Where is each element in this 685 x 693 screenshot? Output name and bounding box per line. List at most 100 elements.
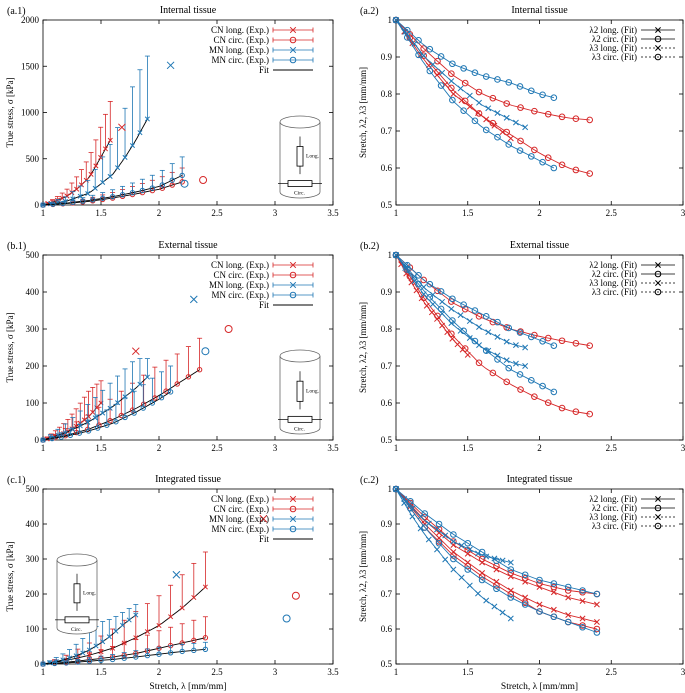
y-tick-label: 400 [26,519,40,529]
marker-x [448,305,455,312]
x-tick-label: 1 [41,208,46,218]
marker-o [507,590,515,598]
fit-line [42,369,200,441]
x-tick-label: 2 [537,208,542,218]
legend-label: λ2 circ. (Fit) [592,269,637,279]
panel-label: (b.1) [7,241,26,252]
fit-line [395,254,526,367]
marker-x [434,546,440,553]
marker-x [70,426,76,432]
marker-x [485,105,492,112]
marker-o [180,179,189,188]
marker-o [550,613,558,621]
fit-line [395,19,555,99]
fit-line [395,488,598,633]
marker-o [531,146,538,154]
marker-x [144,374,150,380]
marker-x [69,190,75,196]
marker-o [531,107,538,115]
marker-o [516,147,524,154]
marker-o [156,651,162,657]
marker-o [494,356,501,363]
marker-o [421,524,429,531]
marker-o [494,318,501,326]
marker-o [460,301,467,308]
marker-x [92,185,98,191]
marker-o [461,305,469,313]
marker-o [435,520,443,528]
marker-o [489,369,497,377]
marker-x [457,85,464,92]
marker-o [415,280,422,288]
fit-line [395,254,526,348]
marker-o [471,117,479,125]
panel-label: (c.1) [7,475,26,486]
marker-x [655,27,661,33]
marker-o [482,313,490,320]
marker-o [493,585,500,593]
cylinder-diagram: Long. Circ. [278,115,322,199]
marker-x [119,622,126,628]
marker-o [415,51,422,59]
marker-x [129,142,136,149]
marker-o [139,187,146,194]
marker-o [507,566,515,573]
marker-x [485,329,492,336]
marker-o [434,57,441,65]
marker-x [565,612,572,618]
y-tick-label: 0.5 [381,200,393,210]
x-tick-label: 2.5 [606,667,618,677]
marker-x [522,363,529,369]
marker-x [442,532,449,539]
marker-o [507,569,515,577]
marker-o [494,133,501,141]
marker-o [654,522,662,530]
marker-o [478,555,486,563]
series-cn-3-circ- [392,485,601,598]
marker-o [85,428,92,434]
diagram-label-long: Long. [83,591,97,597]
y-tick-label: 0 [35,659,40,669]
marker-x [172,570,181,579]
legend-label: Fit [259,534,270,544]
marker-o [503,378,511,386]
marker-o [86,658,93,664]
marker-o [392,485,400,493]
marker-o [503,128,511,136]
legend-label: λ3 circ. (Fit) [592,52,637,62]
marker-o [505,79,513,86]
x-tick-label: 2 [537,443,542,453]
x-tick-label: 3 [681,667,685,677]
marker-x [137,381,143,387]
series-mn-long-exp- [40,358,150,443]
specimen-circ [287,180,313,188]
marker-o [119,191,126,198]
marker-x [202,584,208,590]
y-tick-label: 400 [26,287,40,297]
marker-o [539,158,546,166]
marker-o [202,646,209,652]
x-axis-label: Stretch, λ [mm/mm] [149,682,226,692]
marker-x [429,61,436,68]
x-tick-label: 1 [41,443,46,453]
marker-o [149,400,156,406]
legend: λ2 long. (Fit)λ2 circ. (Fit)λ3 long. (Fi… [589,260,675,297]
marker-o [403,34,411,41]
specimen-long [296,380,304,402]
marker-x [458,542,465,549]
marker-o [179,179,185,185]
plot-frame [395,254,684,441]
marker-o [109,656,116,663]
marker-o [464,562,472,570]
y-axis-label: Stretch, λ2, λ3 [mm/mm] [358,67,368,158]
marker-o [437,53,445,60]
plot-frame [395,488,684,665]
marker-o [40,661,46,667]
y-axis-label: True stress, σ [kPa] [5,77,15,147]
marker-x [409,505,416,512]
marker-x [73,653,79,659]
marker-o [94,425,101,431]
marker-o [517,104,524,111]
marker-x [107,173,113,180]
marker-x [156,622,162,629]
